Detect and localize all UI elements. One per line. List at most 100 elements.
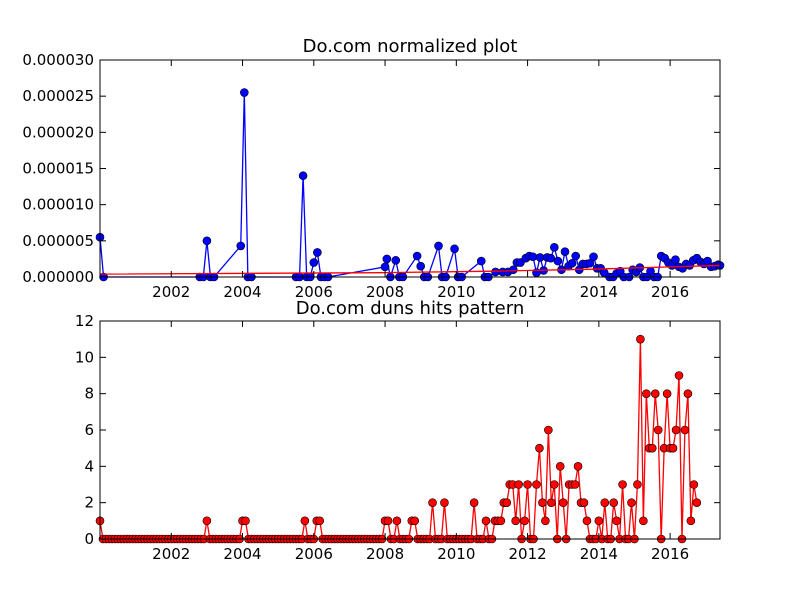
duns-hits-series-0-point [639, 516, 648, 526]
normalized-plot-series-0-point [509, 265, 518, 275]
duns-hits-series-0-point [383, 516, 393, 526]
duns-hits-series-0-point [674, 371, 684, 380]
normalized-plot-series-0-point [298, 171, 308, 181]
duns-hits-y-tick-label: 10 [75, 348, 94, 366]
duns-hits-series-0-point [618, 480, 627, 489]
normalized-plot-series-0-point [553, 256, 563, 266]
duns-hits-x-tick-label: 2006 [295, 545, 333, 563]
duns-hits-x-tick-label: 2008 [366, 545, 404, 563]
normalized-plot-y-tick-label: 0.000010 [22, 196, 94, 214]
duns-hits-series-0-point [502, 498, 512, 507]
normalized-plot-series-0-point [236, 241, 246, 251]
duns-hits-series-0-point [202, 516, 212, 526]
duns-hits-series-0-point [532, 480, 541, 489]
duns-hits-series-0-point [410, 516, 420, 526]
duns-hits-x-tick-label: 2014 [580, 545, 618, 563]
normalized-plot-series-0-point [382, 254, 392, 264]
normalized-plot-x-tick-label: 2002 [152, 283, 190, 301]
normalized-plot-series-0-point [202, 236, 212, 246]
normalized-plot-y-tick-label: 0.000005 [22, 232, 94, 250]
duns-hits-series-0-point [612, 516, 621, 526]
normalized-plot-x-tick-label: 2004 [223, 283, 261, 301]
normalized-plot-series-1-line [99, 264, 721, 275]
duns-hits-series-0-point [662, 389, 672, 398]
normalized-plot-series-0-point [391, 256, 401, 265]
normalized-plot-series-0-point [571, 251, 580, 261]
duns-hits-x-tick-label: 2002 [152, 545, 190, 563]
normalized-plot-series-0-point [416, 261, 425, 271]
duns-hits-y-tick-label: 0 [84, 530, 94, 548]
duns-hits-series-0-point [636, 334, 645, 344]
duns-hits-series-0-point [541, 516, 550, 526]
duns-hits-y-tick-label: 4 [84, 457, 94, 475]
duns-hits-series-0-point [692, 498, 702, 507]
normalized-plot-series-0-point [550, 243, 559, 252]
normalized-plot-x-tick-label: 2008 [366, 283, 404, 301]
duns-hits-x-tick-label: 2016 [651, 545, 689, 563]
duns-hits-series-0-point [520, 516, 529, 526]
duns-hits-series-0-point [538, 498, 547, 507]
duns-hits-series-0-point [523, 480, 532, 489]
duns-hits-series-0-point [680, 425, 690, 435]
duns-hits-series-0-point [469, 498, 479, 507]
duns-hits-series-0-point [428, 498, 437, 507]
duns-hits-series-0-point [609, 498, 618, 507]
normalized-plot-x-tick-label: 2016 [651, 283, 689, 301]
normalized-plot-x-tick-label: 2012 [508, 283, 546, 301]
duns-hits-series-0-point [627, 498, 636, 507]
duns-hits-series-0-point [440, 498, 449, 507]
normalized-plot-series-0-point [380, 262, 390, 272]
duns-hits-series-0-point [300, 516, 310, 526]
duns-hits-series-0-point [600, 498, 610, 507]
duns-hits-series-0-point [535, 443, 544, 453]
duns-hits-series-0-point [594, 516, 604, 526]
duns-hits-x-tick-label: 2012 [508, 545, 546, 563]
duns-hits-series-0-point [544, 425, 553, 435]
normalized-plot-series-0-point [450, 244, 459, 254]
duns-hits-title: Do.com duns hits pattern [296, 298, 525, 319]
duns-hits-series-0-point [392, 516, 402, 526]
duns-hits-series-0-point [573, 462, 583, 471]
normalized-plot-series-0-point [560, 247, 570, 256]
normalized-plot-series-0-point [240, 88, 249, 97]
normalized-plot-title: Do.com normalized plot [303, 36, 518, 57]
normalized-plot-series-0-point [528, 252, 538, 262]
duns-hits-series-0-point [668, 443, 678, 453]
duns-hits-x-tick-label: 2004 [223, 545, 261, 563]
normalized-plot-x-tick-label: 2010 [437, 283, 475, 301]
normalized-plot-ticks: 2002 2004 2006 2008 2010 2012 2014 2016 0.000000… [22, 51, 720, 301]
normalized-plot-series-0-point [476, 256, 486, 266]
duns-hits-series-0-point [315, 516, 325, 526]
duns-hits-series-0-point [686, 516, 696, 526]
duns-hits-series-0-point [558, 498, 568, 507]
duns-hits-series-0-point [570, 480, 580, 489]
duns-hits-series-0-point [647, 443, 657, 453]
duns-hits-panel: Do.com duns hits pattern 2002 2004 2006 200… [75, 298, 721, 563]
normalized-plot-series-0-point [567, 258, 577, 268]
duns-hits-y-tick-label: 8 [84, 385, 94, 403]
duns-hits-series-0-point [481, 516, 491, 526]
duns-hits-series-0-point [683, 389, 693, 398]
normalized-plot-panel: Do.com normalized plot 2002 2004 2006 2008 2… [22, 36, 725, 301]
normalized-plot-series-0-point [589, 252, 598, 262]
normalized-plot-series-0-point [671, 255, 680, 264]
duns-hits-series-0-point [653, 425, 663, 435]
duns-hits-series-0-point [642, 389, 651, 398]
normalized-plot-series-0-point [309, 258, 319, 267]
normalized-plot-series-0-point [434, 241, 443, 251]
duns-hits-series-0-point [650, 389, 660, 398]
duns-hits-series-0-point [633, 480, 642, 489]
normalized-plot-series-0-point [412, 251, 422, 261]
duns-hits-series-0-point [579, 498, 589, 507]
duns-hits-ticks: 2002 2004 2006 2008 2010 2012 2014 2016 0 2 4 6 8 10 1… [75, 312, 720, 563]
duns-hits-y-tick-label: 6 [84, 421, 94, 439]
duns-hits-y-tick-label: 12 [75, 312, 94, 330]
normalized-plot-y-tick-label: 0.000015 [22, 160, 94, 178]
normalized-plot-y-tick-label: 0.000020 [22, 123, 94, 141]
duns-hits-series-0-point [671, 425, 681, 435]
normalized-plot-y-tick-label: 0.000000 [22, 268, 94, 286]
normalized-plot-series-0-point [585, 258, 595, 268]
normalized-plot-series-0-point [313, 248, 322, 257]
duns-hits-series-0-point [547, 498, 556, 507]
